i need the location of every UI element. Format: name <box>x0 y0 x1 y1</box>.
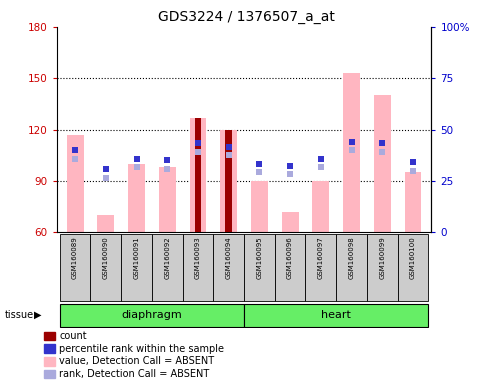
Bar <box>195 118 201 232</box>
Bar <box>121 234 152 301</box>
Bar <box>244 303 428 327</box>
Bar <box>275 234 306 301</box>
Bar <box>189 118 207 232</box>
Bar <box>159 167 176 232</box>
Bar <box>343 73 360 232</box>
Text: count: count <box>59 331 87 341</box>
Bar <box>60 303 244 327</box>
Text: GSM160098: GSM160098 <box>349 236 354 279</box>
Text: diaphragm: diaphragm <box>122 310 182 320</box>
Text: rank, Detection Call = ABSENT: rank, Detection Call = ABSENT <box>59 369 210 379</box>
Bar <box>374 95 390 232</box>
Bar <box>152 234 182 301</box>
Bar <box>306 234 336 301</box>
Text: GSM160094: GSM160094 <box>226 236 232 279</box>
Text: GSM160096: GSM160096 <box>287 236 293 279</box>
Bar <box>220 130 237 232</box>
Text: GSM160089: GSM160089 <box>72 236 78 279</box>
Bar <box>251 181 268 232</box>
Bar <box>282 212 299 232</box>
Text: GSM160095: GSM160095 <box>256 236 262 279</box>
Bar <box>182 234 213 301</box>
Text: percentile rank within the sample: percentile rank within the sample <box>59 344 224 354</box>
Bar <box>397 234 428 301</box>
Text: GDS3224 / 1376507_a_at: GDS3224 / 1376507_a_at <box>158 10 335 23</box>
Bar <box>128 164 145 232</box>
Bar <box>225 130 232 232</box>
Text: GSM160097: GSM160097 <box>318 236 324 279</box>
Bar <box>91 234 121 301</box>
Text: GSM160092: GSM160092 <box>164 236 170 279</box>
Text: ▶: ▶ <box>34 310 41 320</box>
Text: tissue: tissue <box>5 310 34 320</box>
Text: heart: heart <box>321 310 351 320</box>
Bar <box>244 234 275 301</box>
Text: GSM160100: GSM160100 <box>410 236 416 279</box>
Text: GSM160091: GSM160091 <box>134 236 140 279</box>
Bar <box>404 172 422 232</box>
Bar <box>313 181 329 232</box>
Bar <box>98 215 114 232</box>
Bar <box>336 234 367 301</box>
Bar <box>367 234 397 301</box>
Bar <box>67 135 84 232</box>
Bar <box>60 234 91 301</box>
Text: value, Detection Call = ABSENT: value, Detection Call = ABSENT <box>59 356 214 366</box>
Text: GSM160093: GSM160093 <box>195 236 201 279</box>
Text: GSM160099: GSM160099 <box>379 236 385 279</box>
Text: GSM160090: GSM160090 <box>103 236 109 279</box>
Bar <box>213 234 244 301</box>
